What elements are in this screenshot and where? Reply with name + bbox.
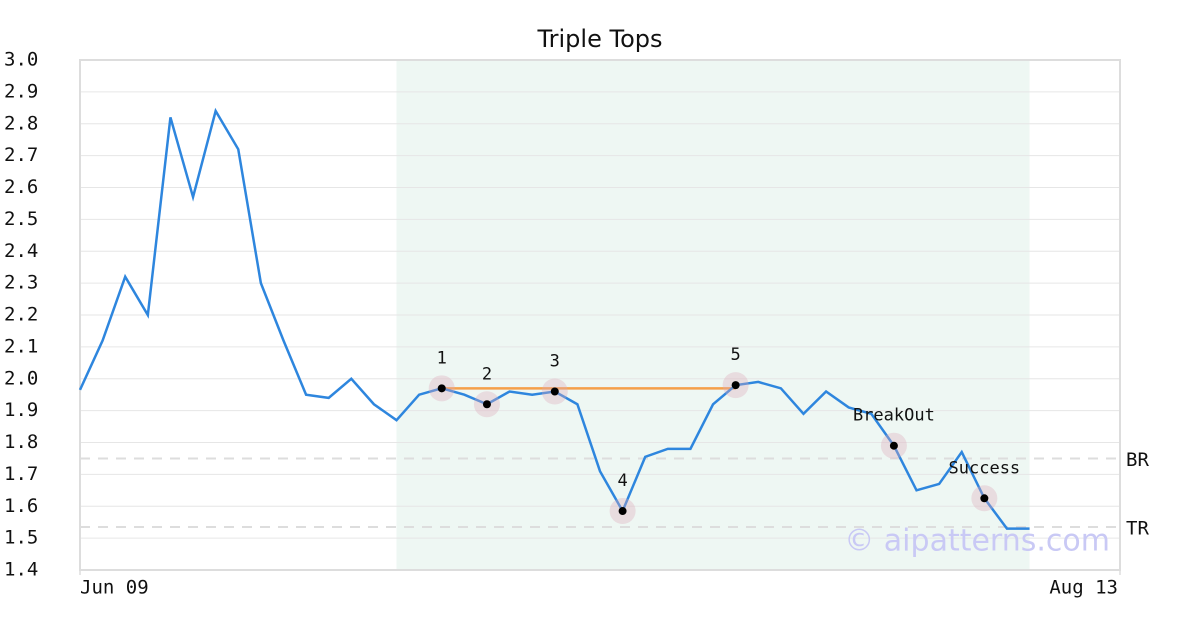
y-tick-label: 1.4: [4, 559, 38, 581]
annotation-label: 1: [437, 348, 447, 368]
y-tick-label: 2.5: [4, 208, 38, 230]
annotation-dot: [889, 441, 898, 450]
chart-title: Triple Tops: [537, 25, 663, 53]
y-tick-label: 1.5: [4, 527, 38, 549]
x-tick-label: Jun 09: [80, 577, 149, 599]
y-tick-label: 3.0: [4, 49, 38, 71]
annotation-dot: [731, 381, 740, 390]
annotation-label: 3: [550, 352, 560, 372]
annotation-dot: [618, 507, 627, 516]
annotation-dot: [550, 387, 559, 396]
y-tick-label: 2.0: [4, 367, 38, 389]
plot-frame: [79, 59, 1121, 571]
y-tick-label: 2.9: [4, 80, 38, 102]
y-tick-label: 1.9: [4, 399, 38, 421]
y-tick-label: 1.7: [4, 463, 38, 485]
y-tick-label: 2.7: [4, 144, 38, 166]
y-tick-label: 1.8: [4, 431, 38, 453]
annotation-label: Success: [949, 458, 1021, 478]
annotation-label: 5: [731, 345, 741, 365]
annotation-dot: [437, 384, 446, 393]
annotation-dot: [482, 400, 491, 409]
annotation-label: BreakOut: [853, 406, 935, 426]
reference-label: BR: [1126, 449, 1149, 471]
annotation-label: 2: [482, 364, 492, 384]
y-tick-label: 2.8: [4, 112, 38, 134]
x-tick-label: Aug 13: [1049, 577, 1118, 599]
y-tick-label: 1.6: [4, 495, 38, 517]
y-tick-label: 2.2: [4, 304, 38, 326]
annotation-label: 4: [617, 471, 627, 491]
y-tick-label: 2.1: [4, 335, 38, 357]
y-tick-label: 2.6: [4, 176, 38, 198]
reference-label: TR: [1126, 517, 1149, 539]
annotation-dot: [980, 494, 989, 503]
y-tick-label: 2.3: [4, 272, 38, 294]
y-tick-label: 2.4: [4, 240, 38, 262]
watermark: © aipatterns.com: [844, 524, 1110, 559]
